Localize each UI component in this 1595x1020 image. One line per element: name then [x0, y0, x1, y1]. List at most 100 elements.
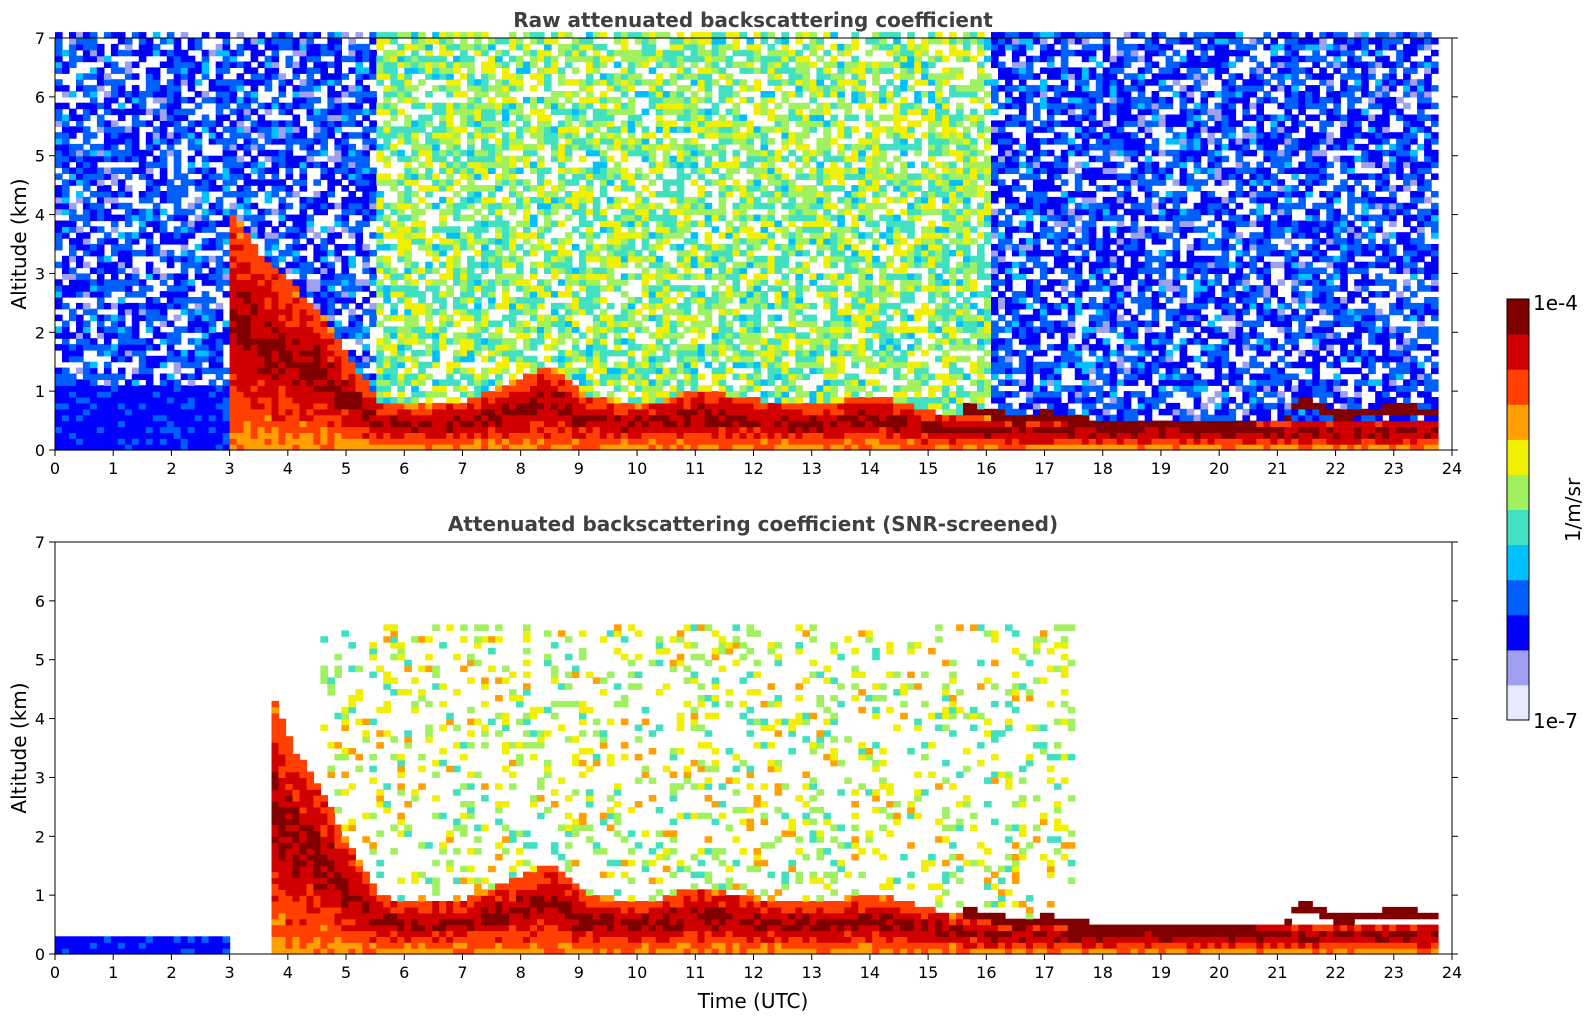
heatmap-cell — [313, 32, 321, 39]
heatmap-cell — [571, 79, 580, 86]
heatmap-cell — [460, 444, 468, 451]
heatmap-cell — [411, 173, 419, 180]
heatmap-cell — [76, 420, 84, 428]
heatmap-cell — [446, 161, 454, 169]
heatmap-cell — [215, 102, 224, 110]
heatmap-cell — [641, 414, 650, 422]
heatmap-cell — [299, 232, 308, 239]
heatmap-cell — [641, 155, 650, 163]
heatmap-cell — [460, 73, 468, 80]
heatmap-cell — [62, 326, 70, 333]
heatmap-cell — [620, 414, 629, 422]
heatmap-cell — [669, 108, 678, 116]
heatmap-cell — [250, 302, 259, 310]
heatmap-cell — [613, 102, 622, 110]
heatmap-cell — [446, 379, 454, 386]
heatmap-cell — [383, 291, 391, 298]
heatmap-cell — [474, 332, 482, 339]
heatmap-cell — [648, 261, 657, 269]
heatmap-cell — [613, 326, 622, 333]
heatmap-cell — [278, 408, 287, 416]
heatmap-cell — [502, 261, 510, 269]
heatmap-cell — [96, 173, 105, 180]
heatmap-cell — [250, 214, 259, 222]
heatmap-cell — [355, 420, 363, 428]
heatmap-cell — [313, 414, 321, 422]
heatmap-cell — [76, 391, 84, 398]
heatmap-cell — [208, 138, 217, 145]
heatmap-cell — [411, 373, 419, 380]
heatmap-cell — [138, 361, 147, 369]
heatmap-cell — [488, 55, 496, 63]
heatmap-cell — [131, 208, 140, 216]
heatmap-cell — [145, 138, 154, 145]
heatmap-cell — [243, 149, 252, 157]
heatmap-cell — [516, 155, 524, 163]
heatmap-cell — [117, 185, 126, 192]
heatmap-cell — [662, 302, 671, 310]
heatmap-cell — [271, 149, 280, 157]
heatmap-cell — [243, 96, 252, 104]
heatmap-cell — [285, 191, 294, 198]
heatmap-cell — [564, 326, 573, 333]
heatmap-cell — [362, 414, 370, 422]
heatmap-cell — [152, 108, 161, 116]
heatmap-cell — [488, 114, 496, 121]
heatmap-cell — [537, 391, 545, 398]
heatmap-cell — [187, 426, 196, 433]
heatmap-cell — [620, 108, 629, 116]
heatmap-cell — [495, 214, 503, 222]
heatmap-cell — [215, 349, 224, 357]
heatmap-cell — [110, 244, 119, 251]
heatmap-cell — [376, 208, 384, 216]
heatmap-cell — [362, 444, 370, 451]
heatmap-cell — [564, 320, 573, 327]
heatmap-cell — [194, 167, 203, 174]
heatmap-cell — [460, 173, 468, 180]
heatmap-cell — [278, 432, 287, 439]
heatmap-cell — [376, 149, 384, 157]
heatmap-cell — [648, 143, 657, 151]
heatmap-cell — [439, 408, 447, 416]
heatmap-cell — [180, 279, 189, 286]
heatmap-cell — [578, 173, 587, 180]
heatmap-cell — [495, 185, 503, 192]
heatmap-cell — [495, 414, 503, 422]
heatmap-cell — [404, 79, 412, 86]
heatmap-cell — [250, 226, 259, 233]
heatmap-cell — [488, 367, 496, 375]
heatmap-cell — [250, 120, 259, 127]
heatmap-cell — [397, 285, 405, 292]
heatmap-cell — [89, 244, 98, 251]
heatmap-cell — [537, 408, 545, 416]
heatmap-cell — [103, 391, 112, 398]
heatmap-cell — [215, 385, 224, 392]
heatmap-cell — [432, 138, 440, 145]
heatmap-cell — [313, 279, 321, 286]
heatmap-cell — [243, 332, 252, 339]
heatmap-cell — [592, 444, 601, 451]
heatmap-cell — [509, 226, 517, 233]
heatmap-cell — [194, 202, 203, 210]
heatmap-cell — [537, 79, 545, 86]
heatmap-cell — [383, 344, 391, 351]
heatmap-cell — [411, 32, 419, 39]
heatmap-cell — [229, 138, 238, 145]
heatmap-cell — [592, 273, 601, 280]
heatmap-cell — [236, 173, 245, 180]
heatmap-cell — [620, 179, 629, 186]
heatmap-cell — [376, 302, 384, 310]
heatmap-cell — [292, 244, 301, 251]
heatmap-cell — [180, 108, 189, 116]
heatmap-cell — [62, 267, 70, 274]
heatmap-cell — [341, 285, 349, 292]
heatmap-cell — [585, 297, 594, 304]
heatmap-cell — [180, 308, 189, 316]
heatmap-cell — [516, 397, 524, 404]
heatmap-cell — [236, 349, 245, 357]
heatmap-cell — [495, 143, 503, 151]
heatmap-cell — [460, 202, 468, 210]
heatmap-cell — [187, 132, 196, 139]
heatmap-cell — [208, 297, 217, 304]
heatmap-cell — [550, 414, 559, 422]
